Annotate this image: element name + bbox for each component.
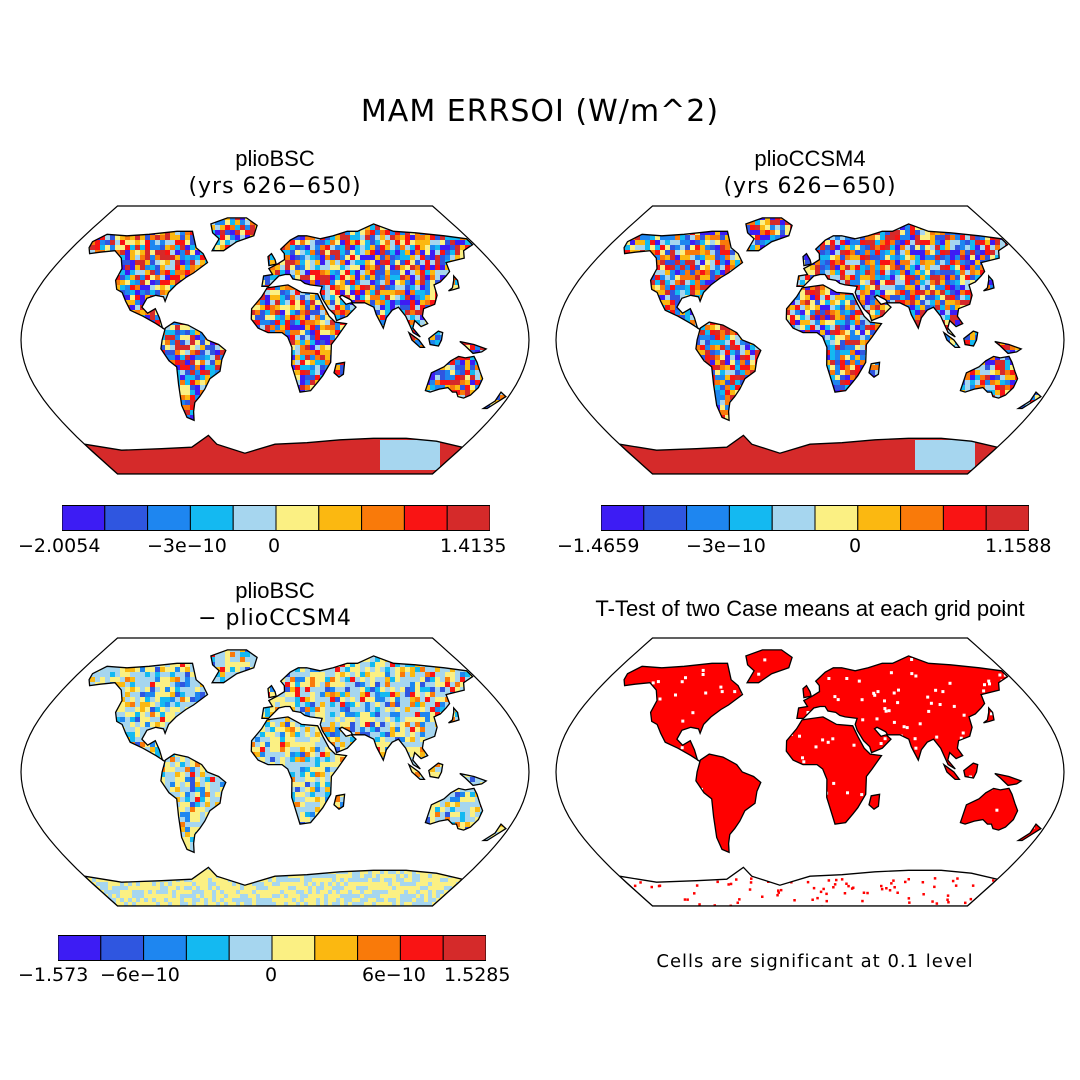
colorbar-swatch bbox=[189, 505, 234, 531]
map-plioCCSM4 bbox=[555, 205, 1065, 475]
colorbar-label: 0 bbox=[849, 535, 862, 557]
colorbar-swatch bbox=[442, 935, 486, 961]
colorbar-swatch bbox=[143, 935, 187, 961]
colorbar-swatch bbox=[601, 505, 645, 531]
colorbar-label: −3e−10 bbox=[686, 535, 766, 557]
colorbar-swatch bbox=[357, 935, 401, 961]
colorbar-swatch bbox=[232, 505, 277, 531]
colorbar-swatch bbox=[643, 505, 688, 531]
colorbar-label: 0 bbox=[265, 964, 278, 986]
colorbar-swatch bbox=[399, 935, 444, 961]
land-field bbox=[89, 649, 506, 853]
panel-2-subtitle: (yrs 626−650) bbox=[723, 174, 897, 199]
colorbar-label: 1.4135 bbox=[440, 535, 507, 557]
map-ttest bbox=[555, 637, 1065, 907]
colorbar-label: 6e−10 bbox=[362, 964, 426, 986]
map-boundary bbox=[20, 637, 530, 907]
colorbar-swatch bbox=[942, 505, 987, 531]
colorbar-label: 1.1588 bbox=[985, 535, 1052, 557]
antarctica-field bbox=[622, 877, 998, 906]
colorbar-swatch bbox=[100, 935, 145, 961]
colorbar-swatch bbox=[147, 505, 191, 531]
colorbar-swatch bbox=[814, 505, 859, 531]
colorbar-difference bbox=[58, 935, 486, 961]
colorbar-swatch bbox=[275, 505, 320, 531]
colorbar-swatch bbox=[857, 505, 902, 531]
panel-3-title: plioBSC bbox=[235, 578, 315, 603]
coastlines bbox=[82, 217, 507, 474]
colorbar-plioBSC-labels: −2.0054 −3e−10 0 1.4135 bbox=[0, 535, 540, 559]
colorbar-swatch bbox=[104, 505, 149, 531]
colorbar-swatch bbox=[403, 505, 448, 531]
panel-3-subtitle: − plioCCSM4 bbox=[198, 606, 352, 631]
colorbar-label: 1.5285 bbox=[444, 964, 511, 986]
map-boundary bbox=[555, 205, 1065, 475]
colorbar-swatch bbox=[185, 935, 230, 961]
colorbar-label: −6e−10 bbox=[100, 964, 180, 986]
colorbar-plioBSC bbox=[62, 505, 490, 531]
significance-note: Cells are significant at 0.1 level bbox=[656, 951, 974, 972]
colorbar-swatch bbox=[900, 505, 944, 531]
land-field bbox=[624, 649, 1041, 853]
colorbar-label: −3e−10 bbox=[147, 535, 227, 557]
colorbar-label: 0 bbox=[268, 535, 281, 557]
panel-1-subtitle: (yrs 626−650) bbox=[188, 174, 362, 199]
panel-2-title: plioCCSM4 bbox=[754, 146, 866, 171]
colorbar-plioCCSM4-labels: −1.4659 −3e−10 0 1.1588 bbox=[540, 535, 1080, 559]
colorbar-swatch bbox=[686, 505, 730, 531]
colorbar-swatch bbox=[728, 505, 773, 531]
colorbar-difference-labels: −1.573 −6e−10 0 6e−10 1.5285 bbox=[0, 964, 540, 988]
colorbar-label: −1.4659 bbox=[557, 535, 640, 557]
map-plioBSC bbox=[20, 205, 530, 475]
colorbar-swatch bbox=[314, 935, 359, 961]
panel-1-title: plioBSC bbox=[235, 146, 315, 171]
colorbar-plioCCSM4 bbox=[601, 505, 1029, 531]
colorbar-swatch bbox=[58, 935, 102, 961]
colorbar-swatch bbox=[771, 505, 816, 531]
panel-4-title: T-Test of two Case means at each grid po… bbox=[595, 596, 1025, 621]
colorbar-swatch bbox=[446, 505, 490, 531]
colorbar-label: −2.0054 bbox=[18, 535, 101, 557]
land-field bbox=[89, 217, 506, 421]
colorbar-swatch bbox=[318, 505, 363, 531]
map-boundary bbox=[555, 637, 1065, 907]
colorbar-swatch bbox=[62, 505, 106, 531]
figure-title: MAM ERRSOI (W/m^2) bbox=[360, 94, 720, 129]
map-boundary bbox=[20, 205, 530, 475]
colorbar-swatch bbox=[361, 505, 405, 531]
colorbar-swatch bbox=[985, 505, 1029, 531]
colorbar-label: −1.573 bbox=[18, 964, 89, 986]
land-field bbox=[624, 217, 1041, 421]
colorbar-swatch bbox=[228, 935, 273, 961]
coastlines bbox=[617, 217, 1042, 474]
map-difference bbox=[20, 637, 530, 907]
colorbar-swatch bbox=[271, 935, 316, 961]
